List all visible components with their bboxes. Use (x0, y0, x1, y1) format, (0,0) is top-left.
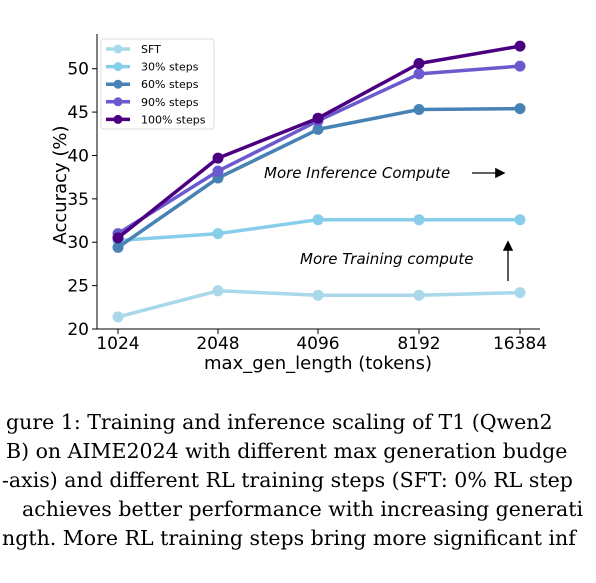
annotations: More Inference Compute More Training comp… (264, 164, 514, 281)
caption-line: -axis) and different RL training steps (… (2, 468, 573, 492)
inference-compute-annotation: More Inference Compute (264, 164, 450, 182)
data-point (112, 232, 124, 244)
caption-line: ngth. More RL training steps bring more … (2, 526, 576, 550)
data-point (312, 123, 324, 135)
x-tick-label: 16384 (493, 334, 547, 354)
legend: SFT 30% steps 60% steps 90% steps 100% steps (100, 38, 215, 130)
legend-swatch-marker (113, 79, 123, 89)
data-point (514, 214, 526, 226)
data-point (212, 152, 224, 164)
data-point (413, 58, 425, 69)
y-tick-label: 40 (67, 146, 89, 166)
x-tick-label: 4096 (296, 334, 339, 354)
legend-swatch-marker (113, 62, 123, 72)
y-tick-label: 45 (67, 103, 89, 123)
chart-axes: 20 25 30 35 40 45 50 1024 2048 4096 8192 16384 (67, 34, 547, 354)
x-axis-label: max_gen_length (tokens) (204, 353, 432, 374)
data-point (312, 289, 324, 301)
data-point (312, 214, 324, 226)
legend-label: 30% steps (141, 61, 199, 74)
legend-entry: 60% steps (106, 78, 199, 91)
series-30-steps (112, 214, 526, 246)
data-point (413, 289, 425, 301)
data-point (514, 60, 526, 72)
data-point (514, 40, 526, 52)
legend-entry: 90% steps (106, 96, 199, 109)
legend-swatch-marker (113, 97, 123, 107)
legend-entry: 30% steps (106, 61, 199, 74)
series-100-steps (112, 40, 526, 244)
data-point (413, 68, 425, 80)
data-point (212, 165, 224, 177)
data-point (212, 285, 224, 297)
legend-entry: SFT (106, 43, 161, 56)
data-point (112, 241, 124, 253)
data-point (312, 112, 324, 124)
y-axis-label: Accuracy (%) (50, 125, 71, 244)
data-point (514, 287, 526, 299)
x-tick-label: 1024 (96, 334, 139, 354)
y-tick-label: 20 (67, 320, 89, 340)
caption-line: achieves better performance with increas… (22, 497, 584, 521)
data-point (514, 103, 526, 115)
y-tick-label: 30 (67, 233, 89, 253)
legend-label: 100% steps (141, 113, 206, 126)
data-point (112, 311, 124, 323)
series-layer (112, 40, 526, 323)
caption-line: gure 1: Training and inference scaling o… (6, 410, 553, 434)
y-tick-label: 50 (67, 60, 89, 80)
series-sft (112, 285, 526, 323)
accuracy-line-chart: 20 25 30 35 40 45 50 1024 2048 4096 8192 16384 SFT 3… (50, 34, 547, 374)
x-tick-label: 2048 (196, 334, 239, 354)
legend-label: SFT (141, 43, 161, 56)
training-compute-annotation: More Training compute (300, 250, 473, 268)
data-point (413, 214, 425, 226)
data-point (413, 104, 425, 115)
legend-swatch-marker (113, 114, 123, 124)
data-point (212, 228, 224, 240)
legend-label: 90% steps (141, 96, 199, 109)
y-tick-label: 25 (67, 277, 89, 297)
legend-label: 60% steps (141, 78, 199, 91)
legend-swatch-marker (113, 44, 123, 54)
y-tick-label: 35 (67, 190, 89, 210)
figure-caption: gure 1: Training and inference scaling o… (0, 408, 596, 553)
x-tick-label: 8192 (397, 334, 440, 354)
legend-frame (100, 38, 215, 130)
legend-entry: 100% steps (106, 113, 206, 126)
caption-line: B) on AIME2024 with different max genera… (6, 439, 568, 463)
